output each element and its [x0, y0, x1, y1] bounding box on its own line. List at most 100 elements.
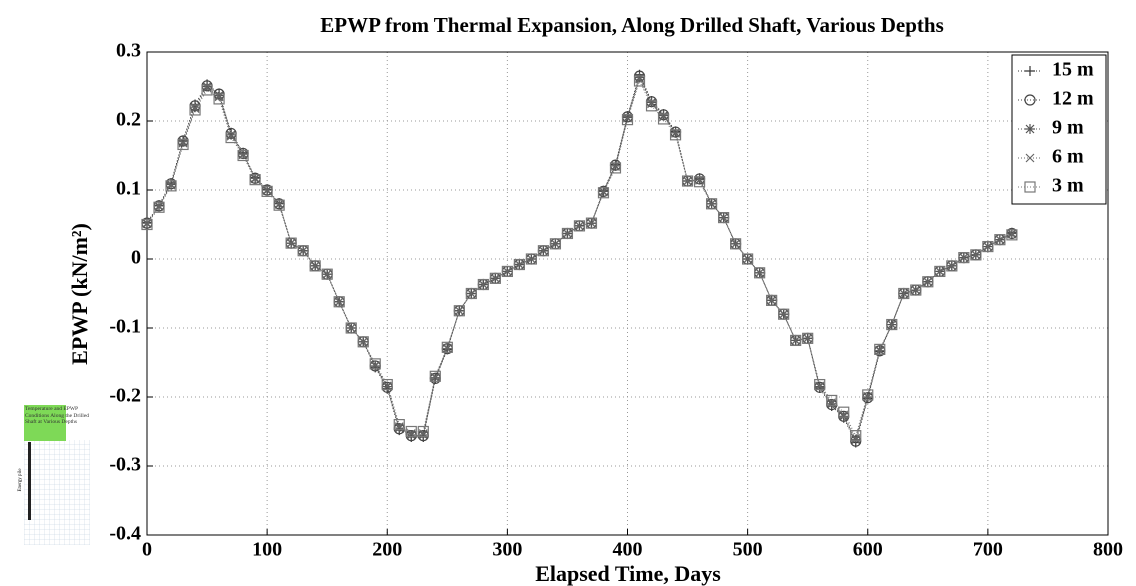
x-tick-label: 800	[1093, 539, 1123, 561]
inset-title: Temperature and EPWP Conditions Along th…	[25, 406, 90, 425]
marker	[322, 269, 332, 279]
marker	[597, 187, 610, 199]
marker	[934, 265, 946, 278]
inset-grid	[24, 440, 90, 545]
y-tick-label: -0.4	[109, 523, 141, 545]
marker	[671, 128, 680, 138]
marker	[791, 335, 801, 345]
marker	[911, 285, 921, 295]
marker	[1024, 94, 1036, 106]
marker	[201, 84, 213, 96]
y-tick-label: -0.1	[109, 316, 141, 338]
marker	[778, 308, 790, 320]
x-tick-label: 400	[613, 539, 643, 561]
marker	[429, 370, 441, 382]
marker	[1006, 229, 1018, 241]
marker	[178, 136, 189, 147]
marker	[874, 343, 886, 355]
marker	[238, 150, 248, 160]
marker	[286, 238, 296, 248]
marker	[862, 389, 874, 401]
marker	[923, 277, 933, 287]
marker	[982, 240, 994, 253]
marker	[465, 287, 477, 300]
marker	[705, 198, 718, 210]
marker	[442, 343, 452, 353]
marker	[454, 306, 464, 316]
marker	[166, 180, 176, 190]
legend-label: 6 m	[1052, 146, 1084, 168]
marker	[154, 202, 164, 211]
marker	[406, 429, 417, 440]
marker	[513, 258, 525, 271]
marker	[537, 245, 550, 257]
marker	[453, 305, 465, 317]
marker	[489, 272, 501, 284]
inset-header	[24, 405, 66, 441]
marker	[502, 266, 512, 276]
marker	[177, 138, 189, 151]
marker	[441, 341, 453, 353]
marker	[573, 220, 586, 232]
marker	[695, 175, 704, 185]
marker	[669, 129, 682, 141]
marker	[417, 425, 429, 438]
marker	[575, 221, 584, 231]
marker	[887, 320, 897, 329]
marker	[345, 322, 357, 334]
y-tick-label: 0	[131, 247, 141, 269]
marker	[754, 267, 766, 279]
marker	[237, 149, 249, 162]
x-tick-label: 100	[252, 539, 282, 561]
marker	[1007, 229, 1017, 239]
marker	[623, 113, 632, 123]
marker	[935, 266, 945, 276]
marker	[141, 218, 153, 231]
marker	[803, 333, 813, 343]
inset-title-box: Temperature and EPWP Conditions Along th…	[25, 406, 90, 425]
marker	[261, 185, 273, 197]
inset: Temperature and EPWP Conditions Along th…	[18, 405, 90, 545]
marker	[633, 75, 646, 87]
marker	[225, 131, 237, 144]
marker	[551, 239, 560, 249]
x-tick-label: 200	[372, 539, 402, 561]
marker	[959, 253, 969, 263]
marker	[767, 295, 777, 305]
x-tick-label: 600	[853, 539, 883, 561]
marker	[142, 219, 152, 229]
marker	[466, 289, 476, 298]
marker	[478, 280, 488, 289]
marker	[611, 162, 620, 171]
marker	[994, 234, 1006, 246]
y-tick-label: -0.2	[109, 385, 141, 407]
marker	[970, 249, 982, 261]
marker	[538, 246, 548, 256]
marker	[755, 268, 765, 278]
marker	[863, 391, 873, 401]
marker	[381, 378, 393, 391]
marker	[983, 242, 993, 252]
inset-label: Energy pile	[18, 468, 23, 492]
marker	[658, 110, 669, 121]
marker	[418, 429, 429, 440]
marker	[947, 261, 957, 271]
marker	[346, 323, 356, 333]
marker	[189, 104, 201, 116]
y-tick-label: -0.3	[109, 454, 141, 476]
marker	[899, 289, 909, 298]
marker	[634, 72, 645, 83]
marker	[645, 100, 658, 112]
legend-label: 15 m	[1052, 59, 1094, 81]
marker	[357, 336, 369, 348]
marker	[274, 200, 284, 209]
marker	[910, 284, 922, 296]
marker	[815, 381, 825, 391]
marker	[1025, 153, 1035, 163]
marker	[922, 276, 934, 288]
marker	[683, 176, 692, 186]
marker	[262, 186, 272, 196]
marker	[153, 201, 165, 213]
x-tick-label: 700	[973, 539, 1003, 561]
